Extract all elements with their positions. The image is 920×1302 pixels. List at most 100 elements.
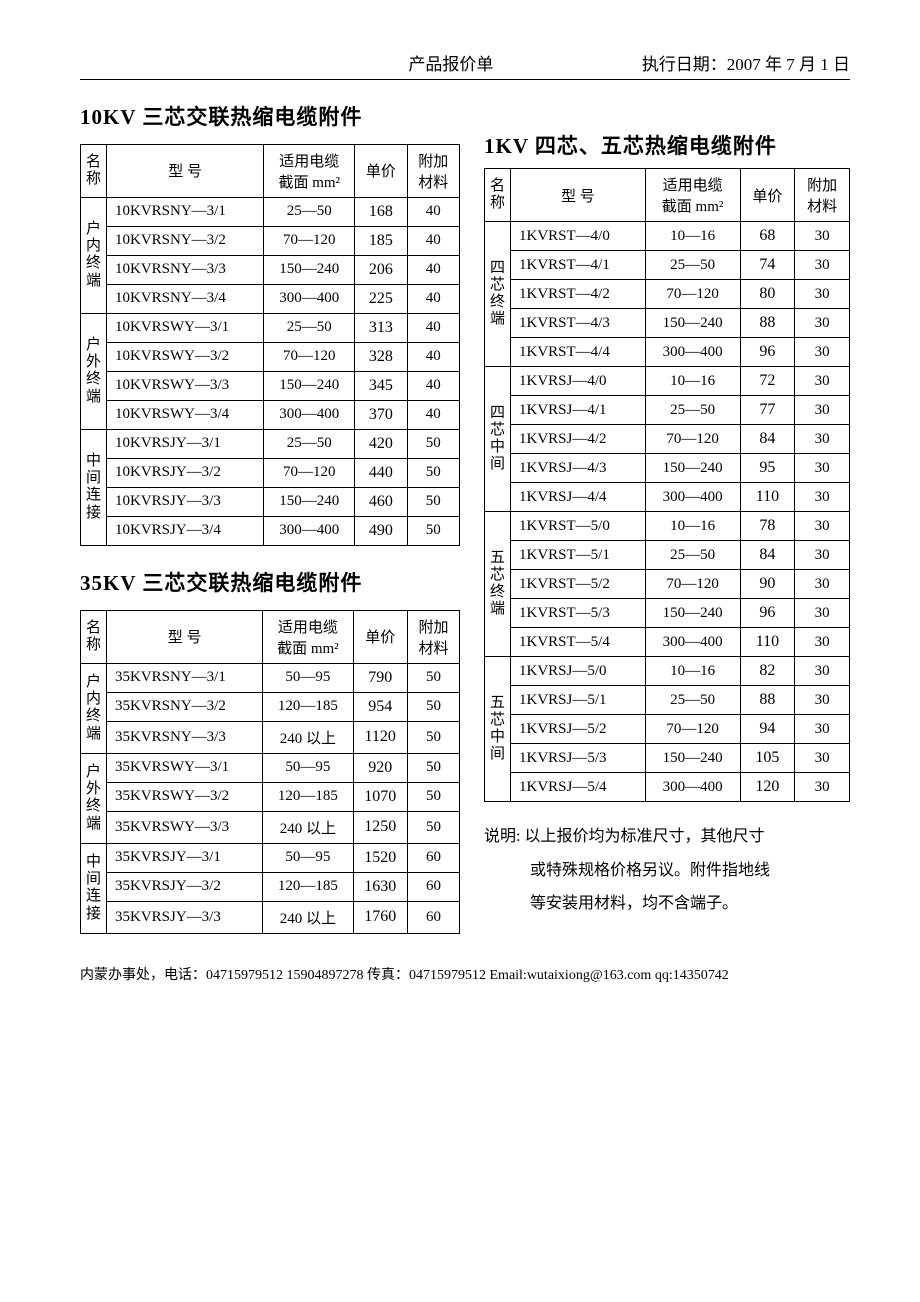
section-cell: 240 以上 (263, 811, 353, 843)
price-cell: 88 (740, 309, 795, 338)
model-cell: 10KVRSNY—3/4 (107, 284, 264, 313)
price-cell: 490 (355, 516, 407, 545)
extra-cell: 40 (407, 284, 459, 313)
extra-cell: 30 (795, 396, 850, 425)
category-cell: 四芯中间 (485, 367, 511, 512)
section-cell: 300—400 (645, 628, 740, 657)
header-date: 执行日期：2007 年 7 月 1 日 (642, 50, 850, 75)
section-cell: 150—240 (264, 371, 355, 400)
model-cell: 10KVRSNY—3/1 (107, 197, 264, 226)
col-extra: 附加材料 (407, 610, 459, 663)
price-cell: 1120 (353, 721, 407, 753)
section-cell: 70—120 (645, 715, 740, 744)
table-row: 户内终端35KVRSNY—3/150—9579050 (81, 663, 460, 692)
price-cell: 168 (355, 197, 407, 226)
section-cell: 50—95 (263, 663, 353, 692)
table-row: 1KVRSJ—5/4300—40012030 (485, 773, 850, 802)
extra-cell: 30 (795, 338, 850, 367)
extra-cell: 30 (795, 309, 850, 338)
price-cell: 94 (740, 715, 795, 744)
col-name: 名称 (81, 610, 107, 663)
extra-cell: 30 (795, 251, 850, 280)
extra-cell: 40 (407, 255, 459, 284)
price-cell: 120 (740, 773, 795, 802)
table-row: 1KVRST—5/270—1209030 (485, 570, 850, 599)
extra-cell: 30 (795, 512, 850, 541)
extra-cell: 30 (795, 483, 850, 512)
model-cell: 1KVRST—4/2 (511, 280, 646, 309)
price-cell: 110 (740, 483, 795, 512)
table-row: 35KVRSNY—3/2120—18595450 (81, 692, 460, 721)
content-columns: 10KV 三芯交联热缩电缆附件 名称型 号适用电缆截面 mm²单价附加材料户内终… (80, 92, 850, 934)
price-cell: 78 (740, 512, 795, 541)
price-cell: 920 (353, 753, 407, 782)
table-row: 1KVRST—4/4300—4009630 (485, 338, 850, 367)
extra-cell: 30 (795, 628, 850, 657)
section-cell: 70—120 (645, 425, 740, 454)
extra-cell: 30 (795, 454, 850, 483)
price-cell: 1760 (353, 901, 407, 933)
price-cell: 88 (740, 686, 795, 715)
model-cell: 1KVRST—5/2 (511, 570, 646, 599)
price-cell: 1070 (353, 782, 407, 811)
table-1kv: 名称型 号适用电缆截面 mm²单价附加材料四芯终端1KVRST—4/010—16… (484, 168, 850, 802)
note-line-1: 以上报价均为标准尺寸，其他尺寸 (524, 828, 764, 845)
model-cell: 10KVRSWY—3/4 (107, 400, 264, 429)
table-row: 1KVRST—5/3150—2409630 (485, 599, 850, 628)
extra-cell: 50 (407, 782, 459, 811)
table-row: 1KVRSJ—4/4300—40011030 (485, 483, 850, 512)
price-cell: 370 (355, 400, 407, 429)
price-cell: 185 (355, 226, 407, 255)
note-block: 说明: 以上报价均为标准尺寸，其他尺寸 或特殊规格价格另议。附件指地线 等安装用… (484, 820, 850, 921)
extra-cell: 50 (407, 516, 459, 545)
section-cell: 120—185 (263, 872, 353, 901)
table-row: 1KVRSJ—4/125—507730 (485, 396, 850, 425)
price-cell: 954 (353, 692, 407, 721)
extra-cell: 60 (407, 843, 459, 872)
model-cell: 35KVRSWY—3/3 (107, 811, 263, 843)
price-cell: 80 (740, 280, 795, 309)
extra-cell: 40 (407, 197, 459, 226)
model-cell: 35KVRSWY—3/2 (107, 782, 263, 811)
page-footer: 内蒙办事处，电话：04715979512 15904897278 传真：0471… (80, 964, 850, 984)
col-price: 单价 (355, 144, 407, 197)
table-row: 1KVRST—4/125—507430 (485, 251, 850, 280)
model-cell: 35KVRSNY—3/1 (107, 663, 263, 692)
section-cell: 25—50 (264, 313, 355, 342)
extra-cell: 30 (795, 425, 850, 454)
section-cell: 25—50 (264, 429, 355, 458)
extra-cell: 30 (795, 686, 850, 715)
section-cell: 150—240 (645, 744, 740, 773)
section-cell: 150—240 (645, 309, 740, 338)
model-cell: 35KVRSNY—3/3 (107, 721, 263, 753)
model-cell: 1KVRSJ—4/1 (511, 396, 646, 425)
section-cell: 300—400 (264, 400, 355, 429)
category-cell: 户外终端 (81, 753, 107, 843)
header-divider (80, 79, 850, 80)
model-cell: 35KVRSJY—3/2 (107, 872, 263, 901)
price-cell: 206 (355, 255, 407, 284)
table-row: 35KVRSWY—3/3240 以上125050 (81, 811, 460, 843)
col-model: 型 号 (511, 169, 646, 222)
table-row: 10KVRSNY—3/270—12018540 (81, 226, 460, 255)
col-model: 型 号 (107, 144, 264, 197)
extra-cell: 50 (407, 811, 459, 843)
category-cell: 中间连接 (81, 429, 107, 545)
table-row: 10KVRSJY—3/270—12044050 (81, 458, 460, 487)
extra-cell: 30 (795, 657, 850, 686)
header-date-value: 2007 年 7 月 1 日 (727, 55, 850, 74)
model-cell: 1KVRSJ—5/3 (511, 744, 646, 773)
table-row: 户外终端35KVRSWY—3/150—9592050 (81, 753, 460, 782)
table-row: 35KVRSNY—3/3240 以上112050 (81, 721, 460, 753)
price-cell: 84 (740, 425, 795, 454)
section-cell: 50—95 (263, 753, 353, 782)
section-cell: 10—16 (645, 512, 740, 541)
price-cell: 77 (740, 396, 795, 425)
category-cell: 五芯中间 (485, 657, 511, 802)
price-cell: 74 (740, 251, 795, 280)
table-row: 10KVRSJY—3/4300—40049050 (81, 516, 460, 545)
category-cell: 户内终端 (81, 663, 107, 753)
table-row: 1KVRST—5/4300—40011030 (485, 628, 850, 657)
section-cell: 25—50 (645, 251, 740, 280)
table-header-row: 名称型 号适用电缆截面 mm²单价附加材料 (81, 144, 460, 197)
